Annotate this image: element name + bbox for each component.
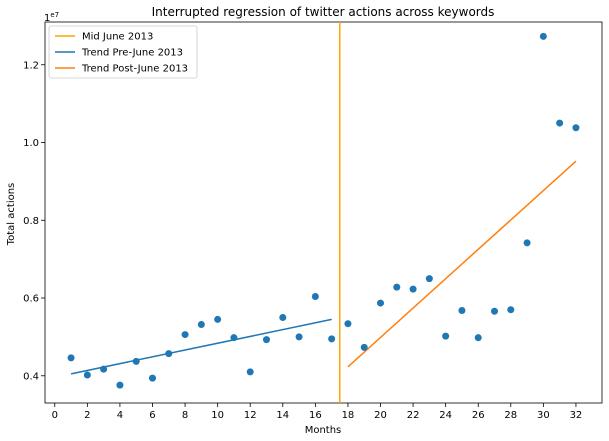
x-tick-label: 18 [342,410,355,421]
x-tick-label: 4 [117,410,123,421]
data-point [295,333,303,341]
y-tick-label: 0.4 [23,371,39,382]
data-point [344,320,352,328]
data-point [409,285,417,293]
trend-line-trend-post-june-2013 [347,160,577,368]
x-tick-label: 0 [52,410,58,421]
y-tick-label: 0.6 [23,294,39,305]
chart-title: Interrupted regression of twitter action… [152,5,495,19]
legend: Mid June 2013 Trend Pre-June 2013 Trend Po… [48,25,198,79]
data-point [311,292,319,300]
x-tick-label: 6 [149,410,155,421]
data-point [262,336,270,344]
data-point [148,374,156,382]
x-tick-label: 10 [211,410,224,421]
data-point [83,371,91,379]
data-point [197,320,205,328]
legend-entry: Mid June 2013 [82,32,153,43]
y-axis: 0.4 0.6 0.8 1.0 1.2 [23,60,45,382]
y-offset-label: 1e7 [44,11,59,24]
x-tick-label: 22 [407,410,420,421]
y-offset-base: 1 [44,13,50,24]
x-tick-label: 14 [276,410,289,421]
data-point [132,357,140,365]
legend-box [48,25,198,79]
y-axis-label: Total actions [6,183,17,247]
data-point [246,368,254,376]
data-point [214,315,222,323]
x-tick-label: 32 [570,410,583,421]
x-axis-label: Months [305,425,342,436]
x-tick-label: 16 [309,410,322,421]
x-tick-label: 2 [84,410,90,421]
data-point [556,119,564,127]
data-point [377,299,385,307]
data-point [507,306,515,314]
plot-area [44,21,603,404]
data-point [572,124,580,132]
x-tick-label: 30 [537,410,550,421]
y-offset-exp: e7 [50,11,59,19]
y-tick-label: 0.8 [23,216,39,227]
legend-entry: Trend Post-June 2013 [81,64,188,75]
data-point [393,283,401,291]
data-point [328,335,336,343]
data-point [425,275,433,283]
x-tick-label: 20 [374,410,387,421]
x-tick-label: 12 [244,410,257,421]
data-point [539,32,547,40]
data-point [100,365,108,373]
data-point [474,334,482,342]
data-point [523,239,531,247]
y-tick-label: 1.0 [23,138,39,149]
y-tick-label: 1.2 [23,60,39,71]
plot-frame [44,21,603,404]
legend-entry: Trend Pre-June 2013 [81,48,183,59]
data-point [491,307,499,315]
data-point [116,381,124,389]
data-point [165,350,173,358]
data-point [67,354,75,362]
data-point [181,331,189,339]
x-axis: 0 2 4 6 8 10 12 14 16 18 20 22 24 26 28 30 32 [52,403,583,421]
data-point [360,343,368,351]
data-point [458,306,466,314]
data-point [442,332,450,340]
x-tick-label: 8 [182,410,188,421]
data-point [230,334,238,342]
x-tick-label: 28 [504,410,517,421]
data-point [279,313,287,321]
trend-line-trend-pre-june-2013 [70,318,332,375]
x-tick-label: 24 [439,410,452,421]
x-tick-label: 26 [472,410,485,421]
